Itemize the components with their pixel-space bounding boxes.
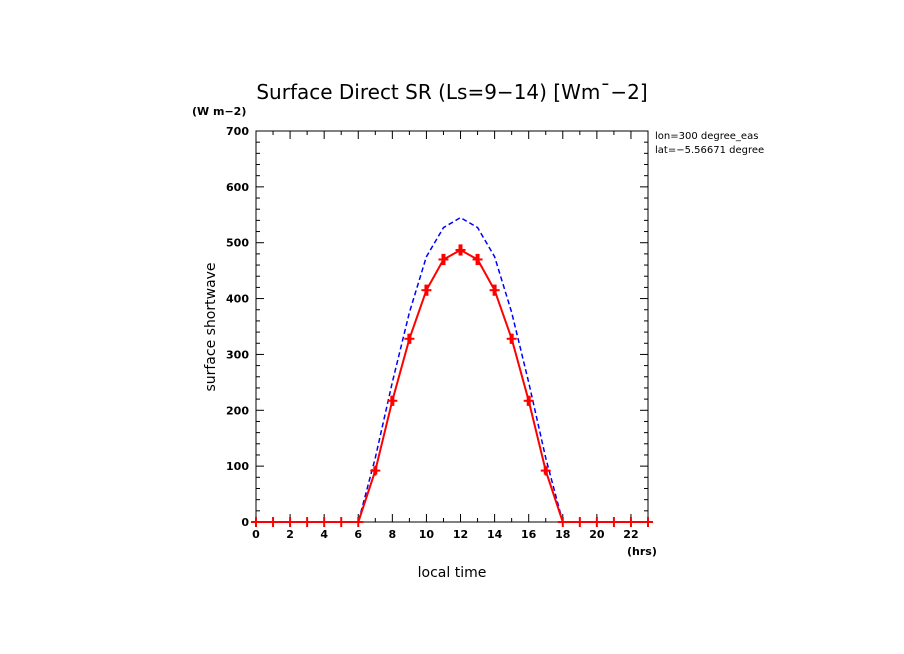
- chart-title: Surface Direct SR (Ls=9−14) [Wm¯−2]: [256, 80, 647, 104]
- y-tick-label: 100: [226, 460, 249, 473]
- y-tick-label: 200: [226, 404, 249, 417]
- x-tick-label: 0: [252, 528, 260, 541]
- x-axis-label: local time: [418, 565, 487, 581]
- x-tick-label: 6: [354, 528, 362, 541]
- x-tick-label: 12: [453, 528, 468, 541]
- y-axis-label: surface shortwave: [203, 262, 219, 391]
- y-tick-label: 600: [226, 181, 249, 194]
- x-tick-label: 10: [419, 528, 435, 541]
- x-tick-label: 18: [555, 528, 570, 541]
- y-tick-label: 400: [226, 293, 249, 306]
- x-tick-label: 2: [286, 528, 294, 541]
- x-tick-label: 4: [320, 528, 328, 541]
- ticks: 0 2 4 6 8 10 12 14 16 18 20 22 0 100 200 300 400 500 600 70…: [226, 125, 649, 541]
- x-tick-label: 22: [623, 528, 638, 541]
- series-group: [251, 216, 653, 527]
- info-lat: lat=−5.56671 degree: [655, 145, 764, 156]
- series-line-dashed: [256, 216, 648, 523]
- x-tick-label: 14: [487, 528, 503, 541]
- y-tick-label: 300: [226, 348, 249, 361]
- y-unit-label: (W m−2): [192, 105, 246, 118]
- x-tick-label: 16: [521, 528, 537, 541]
- plot-frame: [255, 130, 649, 523]
- x-tick-label: 8: [389, 528, 397, 541]
- y-tick-label: 500: [226, 237, 249, 250]
- x-tick-label: 20: [589, 528, 605, 541]
- y-tick-label: 0: [241, 516, 249, 529]
- x-unit-label: (hrs): [627, 545, 657, 558]
- y-tick-label: 700: [226, 125, 249, 138]
- series-line-solid: [256, 248, 648, 523]
- info-lon: lon=300 degree_eas: [655, 131, 758, 142]
